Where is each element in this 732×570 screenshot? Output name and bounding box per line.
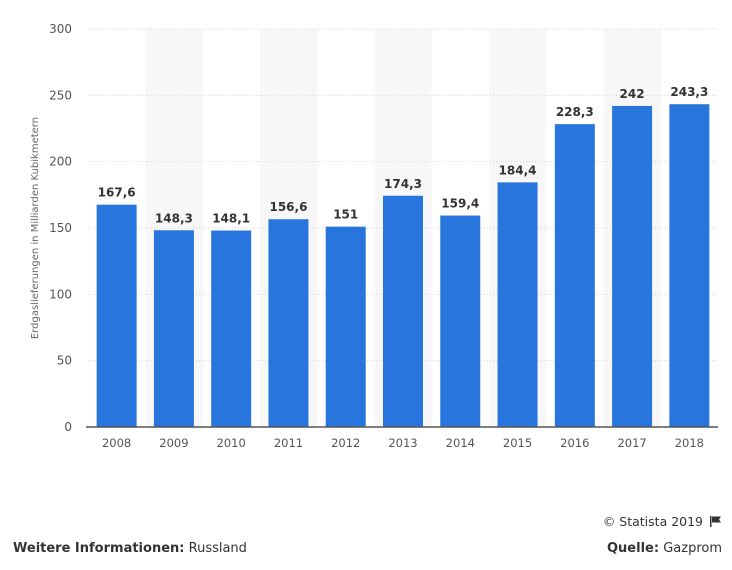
x-tick-label: 2015 bbox=[503, 436, 532, 450]
x-tick-label: 2018 bbox=[675, 436, 704, 450]
data-label: 228,3 bbox=[556, 105, 594, 119]
bar[interactable] bbox=[554, 124, 595, 427]
source-value: Gazprom bbox=[663, 541, 722, 556]
x-tick-label: 2016 bbox=[560, 436, 589, 450]
bar[interactable] bbox=[153, 230, 194, 427]
bars bbox=[96, 104, 710, 428]
bar[interactable] bbox=[612, 105, 653, 428]
data-label: 151 bbox=[333, 208, 358, 222]
y-tick-label: 0 bbox=[64, 420, 72, 434]
data-label: 156,6 bbox=[269, 200, 307, 214]
y-tick-label: 200 bbox=[49, 155, 72, 169]
bar[interactable] bbox=[96, 204, 137, 427]
bar[interactable] bbox=[497, 182, 538, 427]
bar-chart: 167,6 148,3 148,1 156,6 151 174,3 159,4 184,4 22… bbox=[30, 22, 718, 450]
copyright-text: © Statista 2019 bbox=[602, 514, 704, 529]
data-labels: 167,6 148,3 148,1 156,6 151 174,3 159,4 184,4 22… bbox=[98, 85, 709, 225]
x-tick-label: 2009 bbox=[159, 436, 188, 450]
bar[interactable] bbox=[669, 104, 710, 428]
y-tick-label: 150 bbox=[49, 221, 72, 235]
data-label: 184,4 bbox=[499, 163, 537, 177]
x-tick-label: 2014 bbox=[446, 436, 475, 450]
x-axis-ticks: 2008 2009 2010 2011 2012 2013 2014 2015 2016 2017… bbox=[102, 436, 704, 450]
x-tick-label: 2013 bbox=[388, 436, 417, 450]
x-tick-label: 2008 bbox=[102, 436, 131, 450]
y-tick-label: 100 bbox=[49, 287, 72, 301]
data-label: 148,1 bbox=[212, 212, 250, 226]
y-axis-ticks: 0 50 100 150 200 250 300 bbox=[49, 22, 72, 434]
copyright-notice[interactable]: © Statista 2019 bbox=[603, 514, 722, 530]
y-tick-label: 300 bbox=[49, 22, 72, 36]
more-info-link[interactable]: Russland bbox=[188, 541, 247, 556]
x-tick-label: 2012 bbox=[331, 436, 360, 450]
data-label: 174,3 bbox=[384, 177, 422, 191]
data-label: 159,4 bbox=[441, 197, 479, 211]
data-label: 243,3 bbox=[670, 85, 708, 99]
source: Quelle: Gazprom bbox=[607, 541, 722, 556]
y-tick-label: 250 bbox=[49, 88, 72, 102]
y-axis-label: Erdgaslieferungen in Milliarden Kubikmet… bbox=[30, 117, 41, 339]
flag-icon[interactable] bbox=[710, 515, 722, 530]
bar[interactable] bbox=[325, 226, 366, 427]
y-tick-label: 50 bbox=[57, 354, 72, 368]
data-label: 167,6 bbox=[98, 186, 136, 200]
data-label: 242 bbox=[620, 87, 645, 101]
data-label: 148,3 bbox=[155, 211, 193, 225]
bar[interactable] bbox=[268, 219, 309, 427]
more-info-label: Weitere Informationen: bbox=[13, 541, 185, 556]
bar[interactable] bbox=[440, 215, 481, 427]
more-info[interactable]: Weitere Informationen: Russland bbox=[13, 541, 247, 556]
source-label: Quelle: bbox=[607, 541, 660, 556]
x-tick-label: 2017 bbox=[617, 436, 646, 450]
bar[interactable] bbox=[211, 230, 252, 427]
x-tick-label: 2011 bbox=[274, 436, 303, 450]
bar[interactable] bbox=[383, 195, 423, 427]
x-tick-label: 2010 bbox=[217, 436, 246, 450]
